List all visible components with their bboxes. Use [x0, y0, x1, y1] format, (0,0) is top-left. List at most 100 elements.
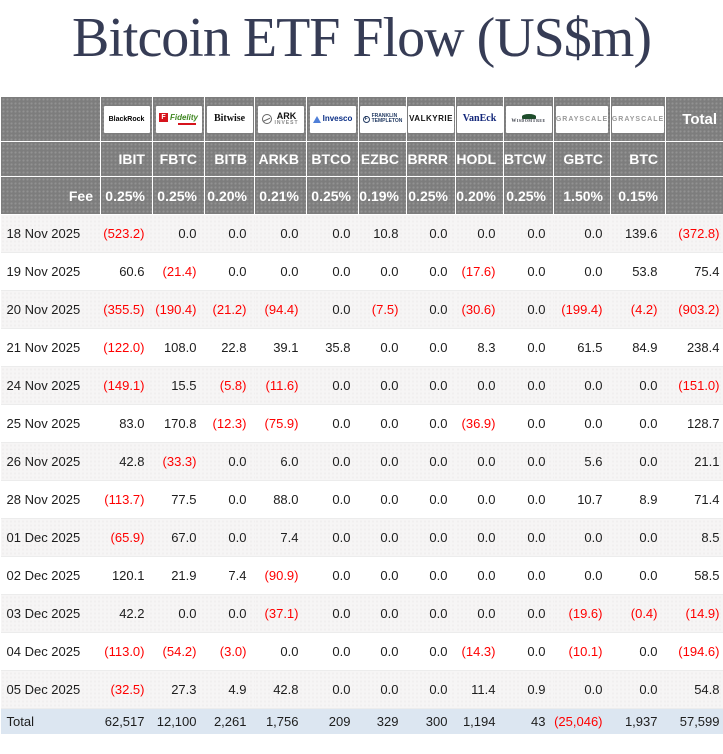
- row-date: 20 Nov 2025: [0, 290, 101, 329]
- flow-value-cell: 27.3: [152, 670, 205, 709]
- valkyrie-logo: VALKYRIE: [408, 105, 454, 133]
- flow-value-cell: 120.1: [100, 556, 153, 595]
- table-row: 24 Nov 2025 (149.1) 15.5 (5.8) (11.6) 0.0 0.0 0…: [0, 366, 723, 405]
- flow-value-cell: 0.0: [152, 214, 205, 253]
- flow-value-cell: 0.0: [254, 252, 307, 291]
- flow-value-cell: 5.6: [553, 442, 611, 481]
- flow-value-cell: 0.0: [406, 556, 456, 595]
- flow-value-cell: 0.0: [455, 594, 504, 633]
- flow-value-cell: 60.6: [100, 252, 153, 291]
- ticker-btco: BTCO: [306, 141, 359, 177]
- flow-value-cell: 22.8: [204, 328, 255, 367]
- flow-value-cell: 39.1: [254, 328, 307, 367]
- flow-value-cell: (21.2): [204, 290, 255, 329]
- flow-value-cell: (36.9): [455, 404, 504, 443]
- row-date: 03 Dec 2025: [0, 594, 101, 633]
- flow-value-cell: 8.3: [455, 328, 504, 367]
- flow-value-cell: 0.0: [358, 632, 407, 671]
- flow-value-cell: 0.0: [455, 518, 504, 557]
- brand-header-cell: GRAYSCALE: [553, 96, 611, 142]
- flow-value-cell: 0.0: [455, 214, 504, 253]
- flow-value-cell: 0.0: [406, 442, 456, 481]
- flow-value-cell: 0.0: [553, 518, 611, 557]
- page-title: Bitcoin ETF Flow (US$m): [71, 7, 652, 69]
- flow-value-cell: 67.0: [152, 518, 205, 557]
- flow-value-cell: 0.0: [358, 252, 407, 291]
- row-date: 02 Dec 2025: [0, 556, 101, 595]
- total-value-cell: 1,756: [254, 708, 307, 734]
- table-row: 20 Nov 2025 (355.5) (190.4) (21.2) (94.4) 0.0…: [0, 290, 723, 329]
- fee-bitb: 0.20%: [204, 176, 255, 215]
- flow-value-cell: 0.0: [358, 404, 407, 443]
- flow-value-cell: 0.0: [306, 290, 359, 329]
- grayscale-logo: GRAYSCALE: [612, 105, 664, 133]
- flow-value-cell: 0.0: [503, 442, 554, 481]
- total-value-cell: 209: [306, 708, 359, 734]
- flow-value-cell: 0.0: [406, 670, 456, 709]
- table-row: 18 Nov 2025 (523.2) 0.0 0.0 0.0 0.0 10.8 0.0 0.0…: [0, 214, 723, 253]
- flow-value-cell: 8.5: [665, 518, 723, 557]
- flow-value-cell: 0.0: [553, 670, 611, 709]
- ticker-hodl: HODL: [455, 141, 504, 177]
- flow-value-cell: (21.4): [152, 252, 205, 291]
- flow-value-cell: (11.6): [254, 366, 307, 405]
- table-row: 04 Dec 2025 (113.0) (54.2) (3.0) 0.0 0.0 0.0 0.…: [0, 632, 723, 671]
- table-row: 25 Nov 2025 83.0 170.8 (12.3) (75.9) 0.0 0.0 0.…: [0, 404, 723, 443]
- table-row: 01 Dec 2025 (65.9) 67.0 0.0 7.4 0.0 0.0 0.0 0.0 0…: [0, 518, 723, 557]
- flow-value-cell: 0.0: [406, 214, 456, 253]
- flow-value-cell: 0.0: [610, 366, 666, 405]
- brand-header-cell: ARK INVEST: [254, 96, 307, 142]
- invesco-logo: Invesco: [309, 105, 356, 133]
- franklin-templeton-logo: F FRANKLIN TEMPLETON: [359, 105, 406, 133]
- flow-value-cell: 0.0: [306, 670, 359, 709]
- ticker-arkb: ARKB: [254, 141, 307, 177]
- flow-value-cell: 0.0: [306, 632, 359, 671]
- flow-value-cell: 238.4: [665, 328, 723, 367]
- flow-value-cell: 0.0: [610, 556, 666, 595]
- flow-value-cell: 0.0: [306, 404, 359, 443]
- total-value-cell: 1,194: [455, 708, 504, 734]
- flow-value-cell: (14.9): [665, 594, 723, 633]
- ticker-ezbc: EZBC: [358, 141, 407, 177]
- flow-value-cell: 21.1: [665, 442, 723, 481]
- fee-brrr: 0.25%: [406, 176, 456, 215]
- flow-value-cell: 84.9: [610, 328, 666, 367]
- flow-value-cell: (122.0): [100, 328, 153, 367]
- flow-value-cell: 0.0: [553, 366, 611, 405]
- total-row: Total 62,517 12,100 2,261 1,756 209 329 300 1,19…: [0, 708, 723, 734]
- flow-value-cell: 0.0: [553, 404, 611, 443]
- ticker-gbtc: GBTC: [553, 141, 611, 177]
- flow-value-cell: 0.0: [503, 632, 554, 671]
- flow-value-cell: 0.0: [503, 404, 554, 443]
- fee-btc: 0.15%: [610, 176, 666, 215]
- flow-value-cell: 0.0: [455, 366, 504, 405]
- row-date: 04 Dec 2025: [0, 632, 101, 671]
- flow-value-cell: 0.0: [204, 214, 255, 253]
- row-date: 05 Dec 2025: [0, 670, 101, 709]
- ticker-brrr: BRRR: [406, 141, 456, 177]
- etf-flow-table: BlackRock F Fidelity Bitwise ARK INVEST Invesc…: [0, 96, 723, 734]
- brand-header-cell: F Fidelity: [152, 96, 205, 142]
- flow-value-cell: 0.0: [610, 632, 666, 671]
- flow-value-cell: 15.5: [152, 366, 205, 405]
- table-row: 05 Dec 2025 (32.5) 27.3 4.9 42.8 0.0 0.0 0.0 11.…: [0, 670, 723, 709]
- flow-value-cell: 0.0: [152, 594, 205, 633]
- total-value-cell: 62,517: [100, 708, 153, 734]
- flow-value-cell: (190.4): [152, 290, 205, 329]
- flow-value-cell: (37.1): [254, 594, 307, 633]
- row-date: 25 Nov 2025: [0, 404, 101, 443]
- flow-value-cell: (5.8): [204, 366, 255, 405]
- row-date: 24 Nov 2025: [0, 366, 101, 405]
- total-value-cell: 1,937: [610, 708, 666, 734]
- flow-value-cell: 0.0: [306, 252, 359, 291]
- flow-value-cell: 0.0: [503, 328, 554, 367]
- fee-row-label: Fee: [0, 176, 101, 215]
- total-value-cell: 57,599: [665, 708, 723, 734]
- flow-value-cell: 0.0: [204, 518, 255, 557]
- flow-value-cell: (54.2): [152, 632, 205, 671]
- flow-value-cell: 0.0: [610, 670, 666, 709]
- flow-value-cell: (523.2): [100, 214, 153, 253]
- ark-invest-logo: ARK INVEST: [257, 105, 304, 133]
- flow-value-cell: 0.0: [306, 480, 359, 519]
- flow-value-cell: 0.0: [610, 404, 666, 443]
